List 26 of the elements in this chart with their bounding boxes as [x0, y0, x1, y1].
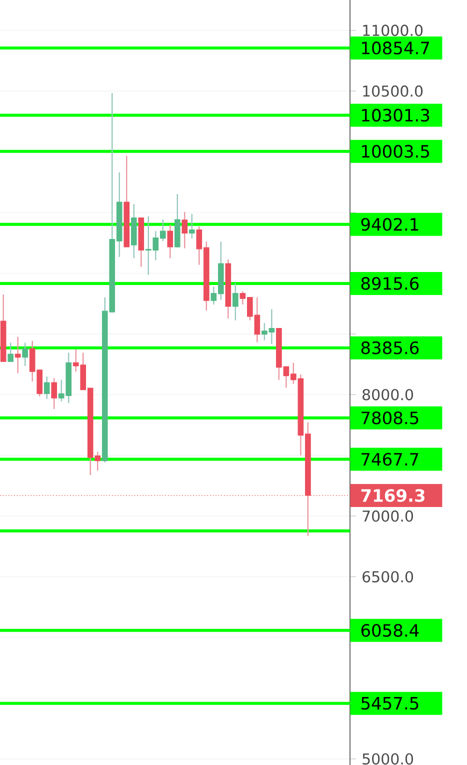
- ref-line-label: 8385.6: [361, 341, 419, 354]
- ref-line-label: 6058.4: [361, 624, 419, 637]
- y-tick-label: 7000.0: [362, 510, 414, 522]
- ref-line-label: 9402.1: [361, 218, 418, 231]
- y-tick-label: 6500.0: [362, 571, 414, 582]
- candlestick: [14, 336, 21, 374]
- ref-line-label: 10301.3: [362, 108, 430, 122]
- candlestick: [167, 224, 174, 259]
- y-tick-label: 10500.0: [363, 85, 423, 97]
- ref-line-label: 8915.6: [361, 277, 419, 290]
- candlestick: [8, 342, 14, 362]
- y-tick-label: 11000.0: [363, 24, 423, 36]
- candlestick: [22, 342, 28, 367]
- candlestick: [232, 282, 238, 321]
- ref-line-label: 10003.5: [362, 144, 429, 158]
- candlestick: [182, 211, 188, 249]
- ref-line-label: 7467.7: [362, 452, 418, 466]
- candlestick: [188, 213, 195, 239]
- y-tick-label: 8000.0: [362, 388, 414, 400]
- candlestick: [44, 376, 50, 400]
- candlestick: [51, 378, 58, 410]
- ref-line-label: 5457.5: [362, 697, 418, 710]
- ref-line-label: 7169.3: [361, 489, 424, 502]
- y-tick-label: 5000.0: [362, 753, 414, 765]
- ref-line-label: 10854.7: [362, 42, 430, 54]
- ref-line-label: 7808.5: [362, 411, 418, 424]
